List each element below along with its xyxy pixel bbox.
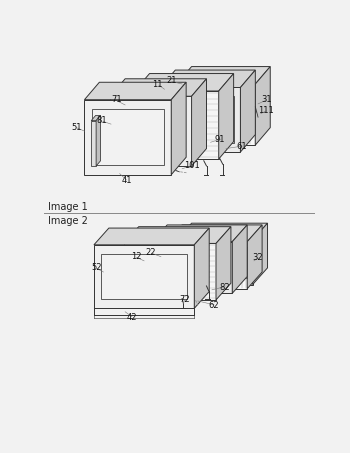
Polygon shape [232, 225, 247, 293]
Text: 81: 81 [97, 116, 107, 125]
Polygon shape [94, 228, 209, 245]
Text: Image 1: Image 1 [48, 202, 87, 212]
Text: 42: 42 [127, 313, 137, 322]
Text: 12: 12 [131, 252, 141, 261]
Polygon shape [247, 225, 262, 289]
Polygon shape [152, 225, 247, 241]
Text: 101: 101 [184, 161, 199, 170]
Polygon shape [216, 226, 231, 300]
Polygon shape [160, 70, 256, 87]
Polygon shape [253, 223, 267, 284]
Polygon shape [135, 91, 219, 159]
Text: 61: 61 [237, 142, 247, 151]
Polygon shape [191, 79, 206, 166]
Polygon shape [117, 105, 185, 157]
Text: 31: 31 [261, 95, 272, 104]
Text: 111: 111 [258, 106, 274, 115]
Polygon shape [177, 240, 253, 284]
Text: Image 2: Image 2 [48, 216, 88, 226]
Polygon shape [167, 241, 247, 289]
Polygon shape [177, 84, 256, 145]
Polygon shape [91, 116, 100, 120]
Text: 41: 41 [121, 176, 132, 185]
Polygon shape [167, 225, 262, 241]
Polygon shape [92, 110, 164, 165]
Polygon shape [84, 100, 171, 175]
Polygon shape [240, 70, 256, 152]
Text: 82: 82 [220, 283, 230, 292]
Polygon shape [91, 120, 96, 166]
Polygon shape [177, 223, 267, 240]
Polygon shape [152, 241, 232, 293]
Polygon shape [158, 249, 226, 286]
Polygon shape [177, 67, 270, 84]
Polygon shape [160, 87, 240, 152]
Polygon shape [110, 96, 191, 166]
Text: 52: 52 [91, 263, 102, 272]
Text: 62: 62 [209, 301, 219, 310]
Polygon shape [124, 226, 231, 243]
Text: 21: 21 [166, 76, 176, 85]
Polygon shape [110, 79, 206, 96]
Polygon shape [171, 82, 186, 175]
Polygon shape [96, 116, 100, 166]
Polygon shape [84, 82, 186, 100]
Text: 22: 22 [146, 248, 156, 257]
Polygon shape [135, 73, 234, 91]
Text: 11: 11 [153, 80, 163, 88]
Polygon shape [124, 243, 216, 300]
Polygon shape [182, 247, 247, 278]
Text: 72: 72 [180, 295, 190, 304]
Text: 71: 71 [112, 95, 122, 104]
Polygon shape [167, 96, 234, 143]
Text: 91: 91 [215, 135, 225, 145]
Polygon shape [256, 67, 270, 145]
Text: 32: 32 [253, 253, 263, 262]
Polygon shape [219, 73, 234, 159]
Polygon shape [94, 245, 194, 308]
Text: 51: 51 [71, 123, 82, 132]
Polygon shape [101, 254, 187, 299]
Polygon shape [194, 228, 209, 308]
